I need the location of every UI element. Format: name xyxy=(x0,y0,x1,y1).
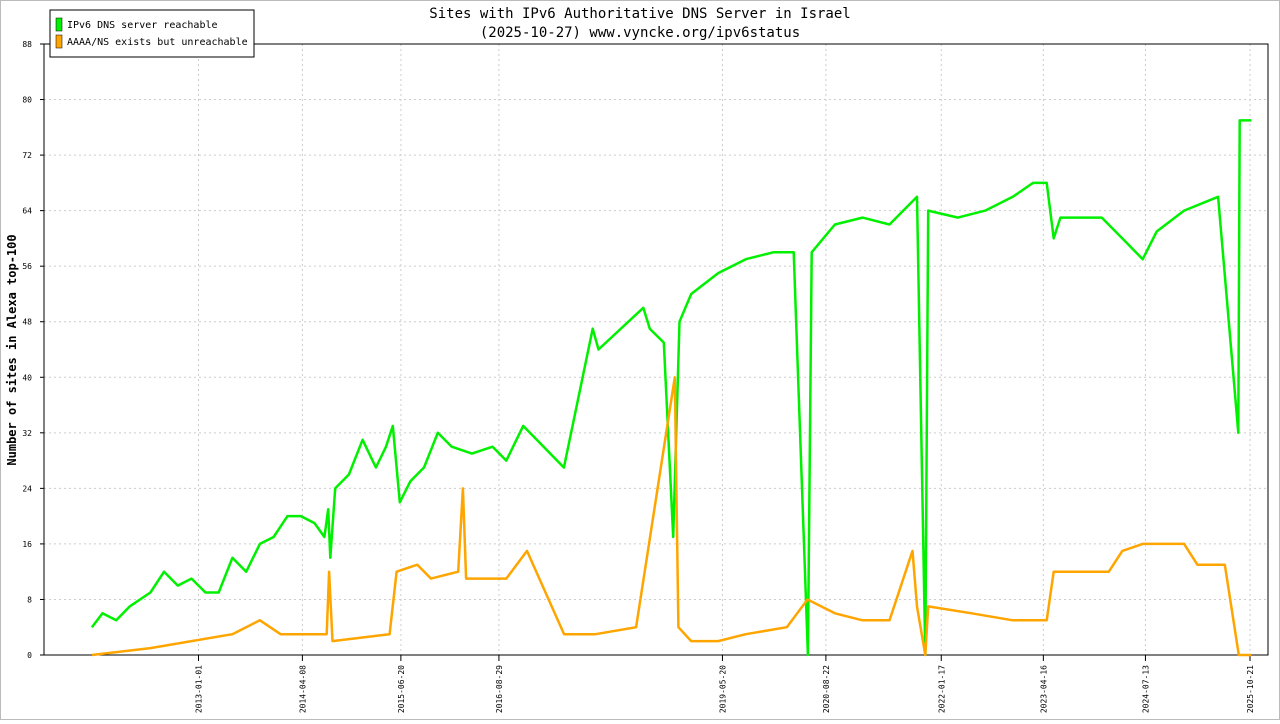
legend-swatch xyxy=(55,34,63,49)
data-line xyxy=(91,376,1252,657)
x-tick-label: 2020-08-22 xyxy=(822,665,831,713)
y-tick-label: 40 xyxy=(22,373,32,382)
y-tick-label: 80 xyxy=(22,96,32,105)
x-tick-label: 2014-04-08 xyxy=(298,665,307,713)
y-tick-label: 16 xyxy=(22,540,32,549)
data-line xyxy=(90,119,1252,657)
x-tick-label: 2025-10-21 xyxy=(1246,665,1255,713)
chart-subtitle: (2025-10-27) www.vyncke.org/ipv6status xyxy=(480,25,800,41)
x-tick-label: 2022-01-17 xyxy=(937,665,946,713)
chart-title: Sites with IPv6 Authoritative DNS Server… xyxy=(429,6,850,22)
legend-box xyxy=(49,9,255,58)
legend-label: IPv6 DNS server reachable xyxy=(67,20,218,31)
x-tick-label: 2019-05-20 xyxy=(718,665,727,713)
y-tick-label: 8 xyxy=(27,595,32,604)
y-tick-label: 24 xyxy=(22,484,32,493)
legend-swatch xyxy=(55,17,63,32)
y-tick-label: 0 xyxy=(27,651,32,660)
y-axis-label: Number of sites in Alexa top-100 xyxy=(5,234,19,465)
x-tick-label: 2023-04-16 xyxy=(1039,665,1048,713)
y-tick-label: 48 xyxy=(22,318,32,327)
x-tick-label: 2013-01-01 xyxy=(194,665,203,713)
y-tick-label: 88 xyxy=(22,40,32,49)
x-tick-label: 2015-06-20 xyxy=(397,665,406,713)
y-tick-label: 56 xyxy=(22,262,32,271)
x-tick-label: 2016-08-29 xyxy=(495,665,504,713)
y-tick-label: 64 xyxy=(22,207,32,216)
x-tick-label: 2024-07-13 xyxy=(1141,665,1150,713)
plot-border xyxy=(43,43,1269,656)
y-tick-label: 72 xyxy=(22,151,32,160)
legend-label: AAAA/NS exists but unreachable xyxy=(67,37,248,48)
y-tick-label: 32 xyxy=(22,429,32,438)
